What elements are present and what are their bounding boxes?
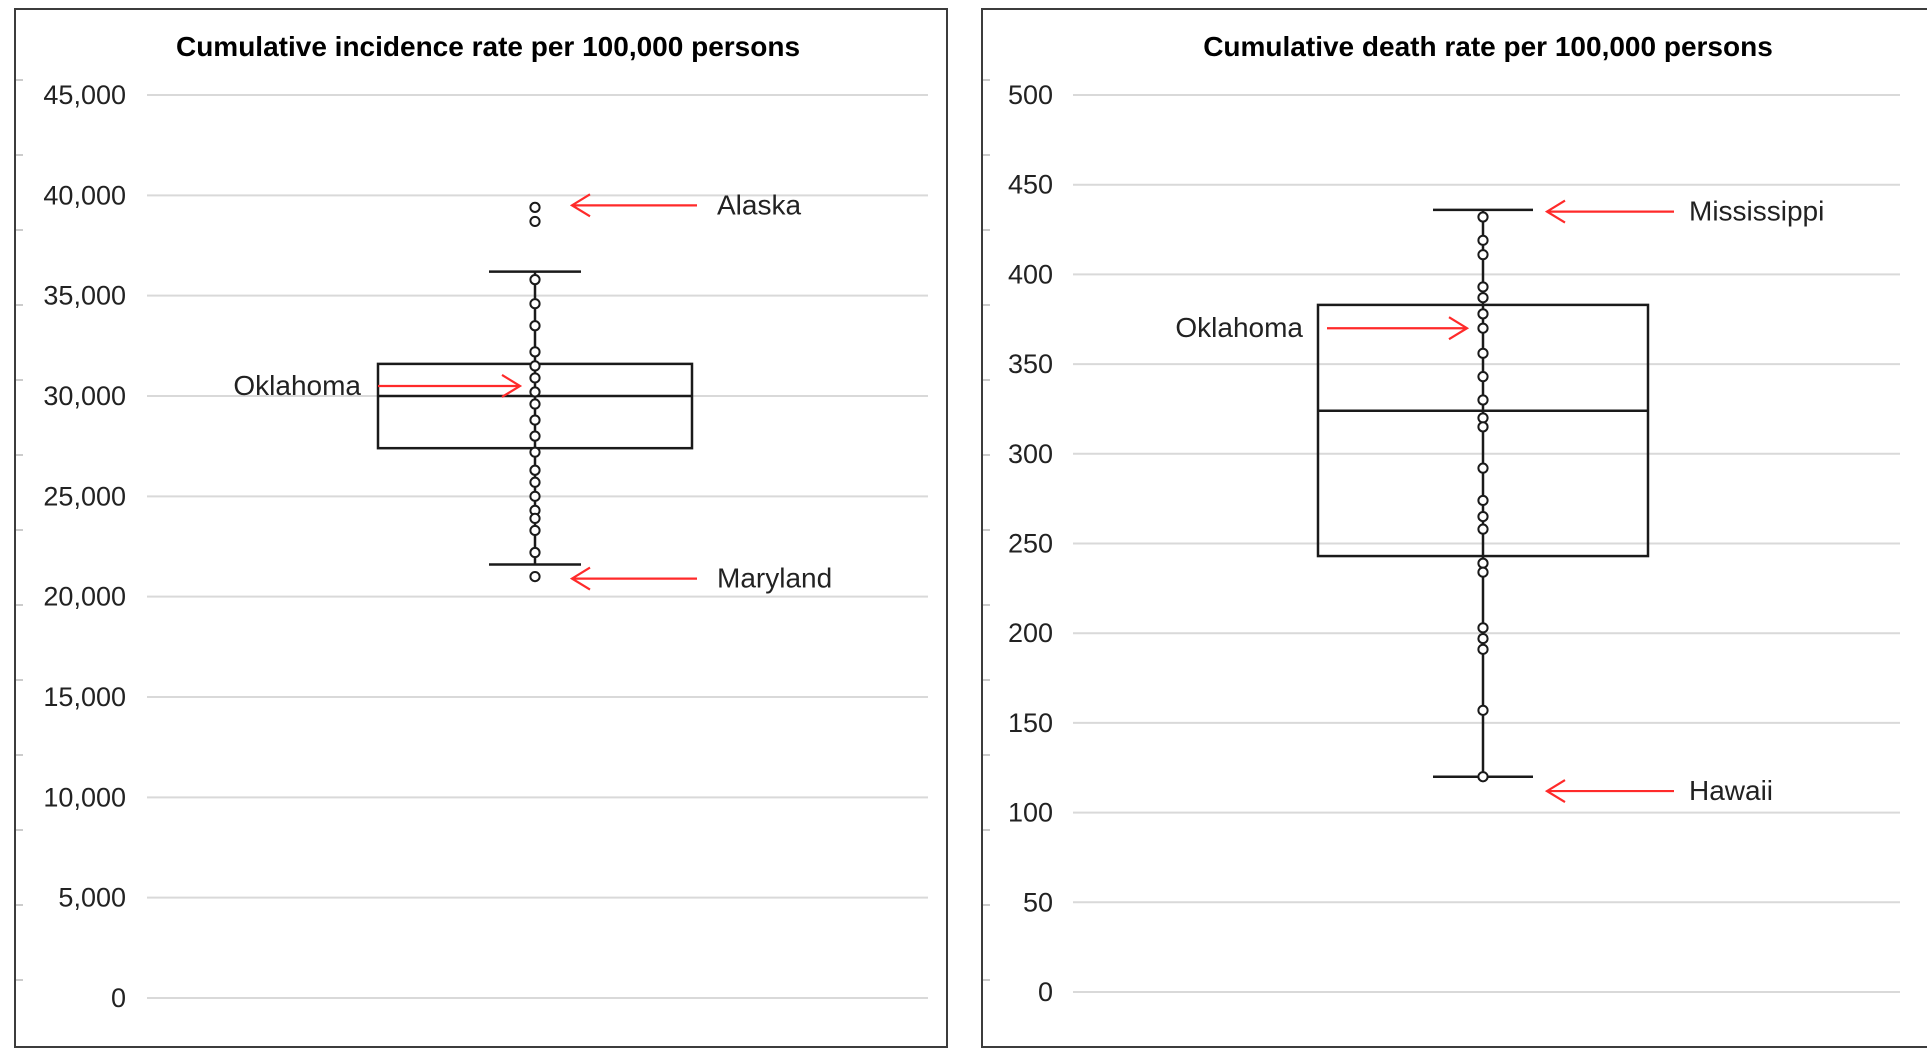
data-point [529, 414, 541, 426]
y-tick-label: 10,000 [43, 782, 126, 812]
data-point [1477, 632, 1489, 645]
data-point [1477, 322, 1489, 334]
y-tick-label: 350 [1008, 349, 1053, 379]
data-point [529, 464, 541, 476]
y-tick-label: 0 [111, 983, 126, 1013]
data-point [1477, 371, 1489, 383]
y-tick-label: 400 [1008, 259, 1053, 289]
annotation-arrowhead [1448, 316, 1470, 341]
data-point [1477, 510, 1489, 523]
y-tick-label: 150 [1008, 708, 1053, 738]
data-point [1477, 281, 1489, 293]
data-point [1477, 249, 1489, 261]
y-tick-label: 35,000 [43, 281, 126, 311]
y-tick-label: 50 [1023, 887, 1053, 917]
data-point [1477, 234, 1489, 246]
data-point [529, 490, 541, 502]
y-tick-label: 15,000 [43, 682, 126, 712]
y-tick-label: 450 [1008, 170, 1053, 200]
annotation-label: Maryland [717, 563, 832, 594]
data-point [529, 430, 541, 442]
incidence-rate-plot: Cumulative incidence rate per 100,000 pe… [16, 31, 928, 1013]
data-point [529, 274, 541, 286]
annotation-arrowhead [501, 374, 523, 398]
data-point [529, 524, 541, 537]
y-tick-label: 20,000 [43, 582, 126, 612]
data-point [1477, 494, 1489, 507]
y-tick-label: 250 [1008, 529, 1053, 559]
data-point [1477, 704, 1489, 716]
data-point [529, 346, 541, 358]
data-point [1477, 523, 1489, 535]
data-point [1477, 412, 1489, 424]
y-tick-label: 300 [1008, 439, 1053, 469]
y-tick-label: 5,000 [58, 883, 126, 913]
data-point [529, 398, 541, 410]
data-point [1477, 211, 1489, 223]
data-point [529, 571, 541, 583]
data-point [1477, 308, 1489, 320]
data-point [1477, 643, 1489, 655]
annotation-label: Hawaii [1689, 775, 1773, 806]
data-point [1477, 771, 1489, 783]
data-point [529, 298, 541, 310]
y-tick-label: 200 [1008, 618, 1053, 648]
chart-title: Cumulative death rate per 100,000 person… [1203, 31, 1773, 62]
annotation-label: Oklahoma [233, 370, 361, 401]
data-point [529, 320, 541, 332]
annotation-arrowhead [569, 193, 591, 218]
data-point [1477, 557, 1489, 569]
data-point [529, 201, 541, 213]
y-tick-label: 45,000 [43, 80, 126, 110]
data-point [529, 386, 541, 398]
y-tick-label: 100 [1008, 798, 1053, 828]
annotation-arrowhead [569, 566, 591, 591]
y-tick-label: 40,000 [43, 180, 126, 210]
annotation-label: Mississippi [1689, 196, 1824, 227]
y-tick-label: 30,000 [43, 381, 126, 411]
data-point [1477, 394, 1489, 406]
annotation-arrowhead [1544, 779, 1566, 804]
data-point [529, 360, 541, 372]
data-point [1477, 347, 1489, 359]
y-tick-label: 25,000 [43, 481, 126, 511]
annotation-arrowhead [1544, 199, 1566, 224]
incidence-rate-chart: Cumulative incidence rate per 100,000 pe… [14, 8, 948, 1048]
death-rate-plot: Cumulative death rate per 100,000 person… [983, 31, 1900, 1007]
data-point [529, 512, 541, 525]
data-point [529, 215, 541, 228]
y-tick-label: 0 [1038, 977, 1053, 1007]
data-point [529, 546, 541, 559]
data-point [1477, 421, 1489, 433]
annotation-label: Oklahoma [1175, 312, 1303, 343]
data-point [1477, 462, 1489, 474]
death-rate-chart: Cumulative death rate per 100,000 person… [981, 8, 1927, 1048]
data-point [529, 372, 541, 384]
data-point [1477, 622, 1489, 634]
data-point [1477, 292, 1489, 304]
iqr-box [1316, 303, 1650, 558]
annotation-label: Alaska [717, 189, 801, 220]
data-point [529, 476, 541, 488]
y-tick-label: 500 [1008, 80, 1053, 110]
data-point [529, 446, 541, 458]
data-point [1477, 566, 1489, 578]
chart-title: Cumulative incidence rate per 100,000 pe… [176, 31, 800, 62]
